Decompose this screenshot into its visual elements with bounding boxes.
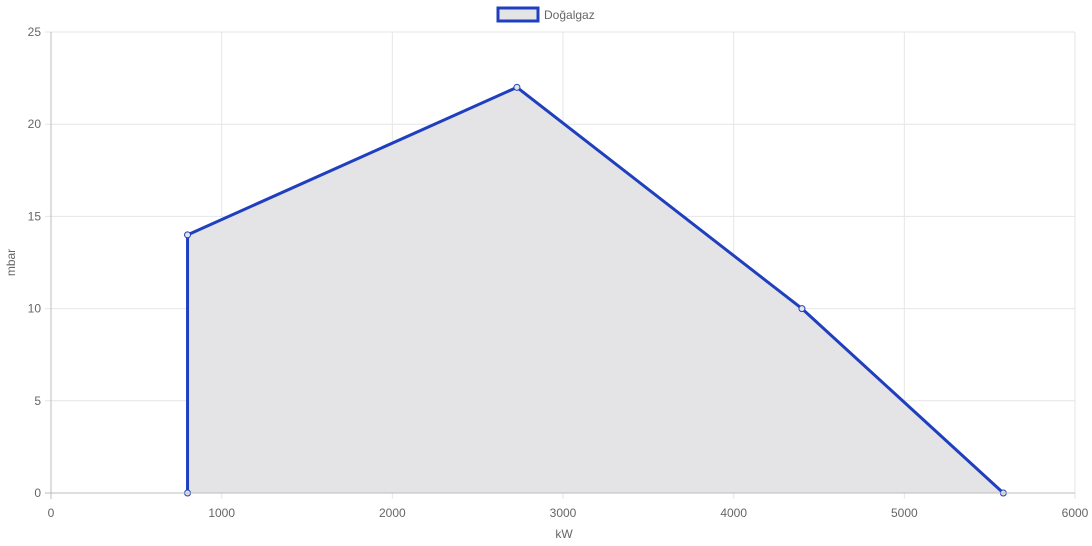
data-point[interactable] bbox=[184, 231, 192, 239]
data-point[interactable] bbox=[798, 305, 806, 313]
y-tick-label: 10 bbox=[28, 302, 42, 316]
legend[interactable]: Doğalgaz bbox=[496, 6, 595, 23]
area-layer bbox=[184, 83, 1007, 497]
x-tick-label: 4000 bbox=[720, 506, 747, 520]
x-tick-label: 1000 bbox=[208, 506, 235, 520]
x-tick-label: 0 bbox=[48, 506, 55, 520]
y-tick-label: 0 bbox=[34, 486, 41, 500]
data-point[interactable] bbox=[513, 83, 521, 91]
y-axis-title: mbar bbox=[4, 249, 18, 276]
axis-layer bbox=[45, 32, 1075, 499]
legend-label[interactable]: Doğalgaz bbox=[544, 8, 595, 22]
tick-layer: 0 1000 2000 3000 4000 5000 6000 0 5 10 15 20 25 bbox=[28, 25, 1089, 520]
x-tick-label: 5000 bbox=[891, 506, 918, 520]
series-area-fill bbox=[187, 87, 1004, 493]
x-tick-label: 3000 bbox=[550, 506, 577, 520]
x-tick-label: 6000 bbox=[1062, 506, 1089, 520]
legend-swatch[interactable] bbox=[496, 6, 540, 23]
x-axis-title: kW bbox=[555, 527, 573, 541]
y-tick-label: 5 bbox=[34, 394, 41, 408]
y-tick-label: 15 bbox=[28, 209, 42, 223]
x-tick-label: 2000 bbox=[379, 506, 406, 520]
y-tick-label: 20 bbox=[28, 117, 42, 131]
y-tick-label: 25 bbox=[28, 25, 42, 39]
